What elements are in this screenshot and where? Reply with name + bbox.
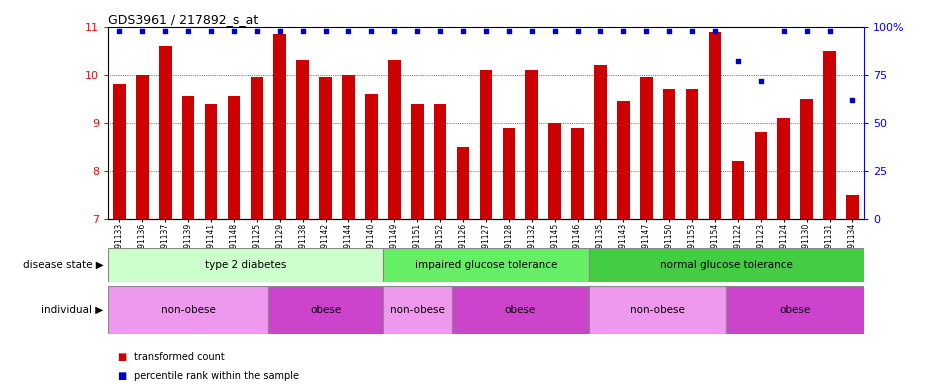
Point bbox=[662, 28, 677, 34]
Bar bbox=[548, 123, 561, 219]
Bar bbox=[846, 195, 859, 219]
Text: non-obese: non-obese bbox=[161, 305, 216, 315]
Text: ■: ■ bbox=[117, 371, 127, 381]
Text: transformed count: transformed count bbox=[134, 352, 225, 362]
Bar bbox=[709, 31, 721, 219]
Point bbox=[707, 28, 722, 34]
Bar bbox=[685, 89, 699, 219]
Point bbox=[433, 28, 448, 34]
Text: impaired glucose tolerance: impaired glucose tolerance bbox=[415, 260, 557, 270]
Text: ■: ■ bbox=[117, 352, 127, 362]
Point bbox=[341, 28, 356, 34]
Text: non-obese: non-obese bbox=[390, 305, 445, 315]
Bar bbox=[777, 118, 790, 219]
Bar bbox=[456, 147, 470, 219]
Point bbox=[501, 28, 516, 34]
Point bbox=[250, 28, 265, 34]
Point bbox=[318, 28, 333, 34]
Bar bbox=[227, 96, 240, 219]
Bar bbox=[640, 77, 653, 219]
Point bbox=[204, 28, 219, 34]
Bar bbox=[108, 248, 383, 282]
Point bbox=[799, 28, 814, 34]
Bar bbox=[269, 286, 383, 334]
Bar bbox=[159, 46, 172, 219]
Point bbox=[272, 28, 287, 34]
Bar bbox=[727, 286, 864, 334]
Point bbox=[547, 28, 562, 34]
Bar bbox=[480, 70, 492, 219]
Text: non-obese: non-obese bbox=[630, 305, 685, 315]
Bar bbox=[411, 104, 423, 219]
Bar bbox=[297, 60, 309, 219]
Bar bbox=[589, 286, 727, 334]
Point bbox=[180, 28, 195, 34]
Text: obese: obese bbox=[779, 305, 810, 315]
Bar bbox=[205, 104, 217, 219]
Point bbox=[409, 28, 424, 34]
Point bbox=[455, 28, 470, 34]
Bar bbox=[731, 161, 745, 219]
Point bbox=[387, 28, 402, 34]
Bar bbox=[617, 101, 630, 219]
Bar bbox=[502, 127, 516, 219]
Bar bbox=[526, 70, 538, 219]
Point bbox=[753, 78, 768, 84]
Bar bbox=[594, 65, 607, 219]
Bar bbox=[388, 60, 401, 219]
Text: individual ▶: individual ▶ bbox=[41, 305, 103, 315]
Point bbox=[845, 97, 860, 103]
Bar bbox=[182, 96, 194, 219]
Bar bbox=[663, 89, 675, 219]
Text: obese: obese bbox=[310, 305, 341, 315]
Bar bbox=[365, 94, 377, 219]
Text: percentile rank within the sample: percentile rank within the sample bbox=[134, 371, 300, 381]
Bar bbox=[108, 286, 269, 334]
Point bbox=[616, 28, 631, 34]
Point bbox=[112, 28, 127, 34]
Point bbox=[685, 28, 700, 34]
Text: GDS3961 / 217892_s_at: GDS3961 / 217892_s_at bbox=[108, 13, 258, 26]
Bar bbox=[452, 286, 589, 334]
Point bbox=[226, 28, 241, 34]
Text: type 2 diabetes: type 2 diabetes bbox=[205, 260, 286, 270]
Bar bbox=[571, 127, 584, 219]
Point bbox=[295, 28, 310, 34]
Point bbox=[731, 58, 746, 65]
Bar bbox=[824, 51, 836, 219]
Point bbox=[593, 28, 608, 34]
Bar bbox=[251, 77, 263, 219]
Bar bbox=[800, 99, 813, 219]
Bar bbox=[383, 248, 589, 282]
Point bbox=[158, 28, 173, 34]
Bar bbox=[342, 75, 355, 219]
Point bbox=[777, 28, 792, 34]
Bar bbox=[319, 77, 331, 219]
Text: normal glucose tolerance: normal glucose tolerance bbox=[660, 260, 793, 270]
Text: obese: obese bbox=[504, 305, 536, 315]
Point bbox=[364, 28, 379, 34]
Bar bbox=[755, 132, 767, 219]
Point bbox=[570, 28, 585, 34]
Point bbox=[822, 28, 837, 34]
Point bbox=[524, 28, 539, 34]
Bar bbox=[273, 34, 286, 219]
Bar bbox=[589, 248, 864, 282]
Point bbox=[135, 28, 150, 34]
Bar bbox=[136, 75, 148, 219]
Bar bbox=[383, 286, 452, 334]
Text: disease state ▶: disease state ▶ bbox=[23, 260, 103, 270]
Point bbox=[479, 28, 494, 34]
Bar bbox=[434, 104, 446, 219]
Point bbox=[639, 28, 654, 34]
Bar bbox=[113, 84, 126, 219]
